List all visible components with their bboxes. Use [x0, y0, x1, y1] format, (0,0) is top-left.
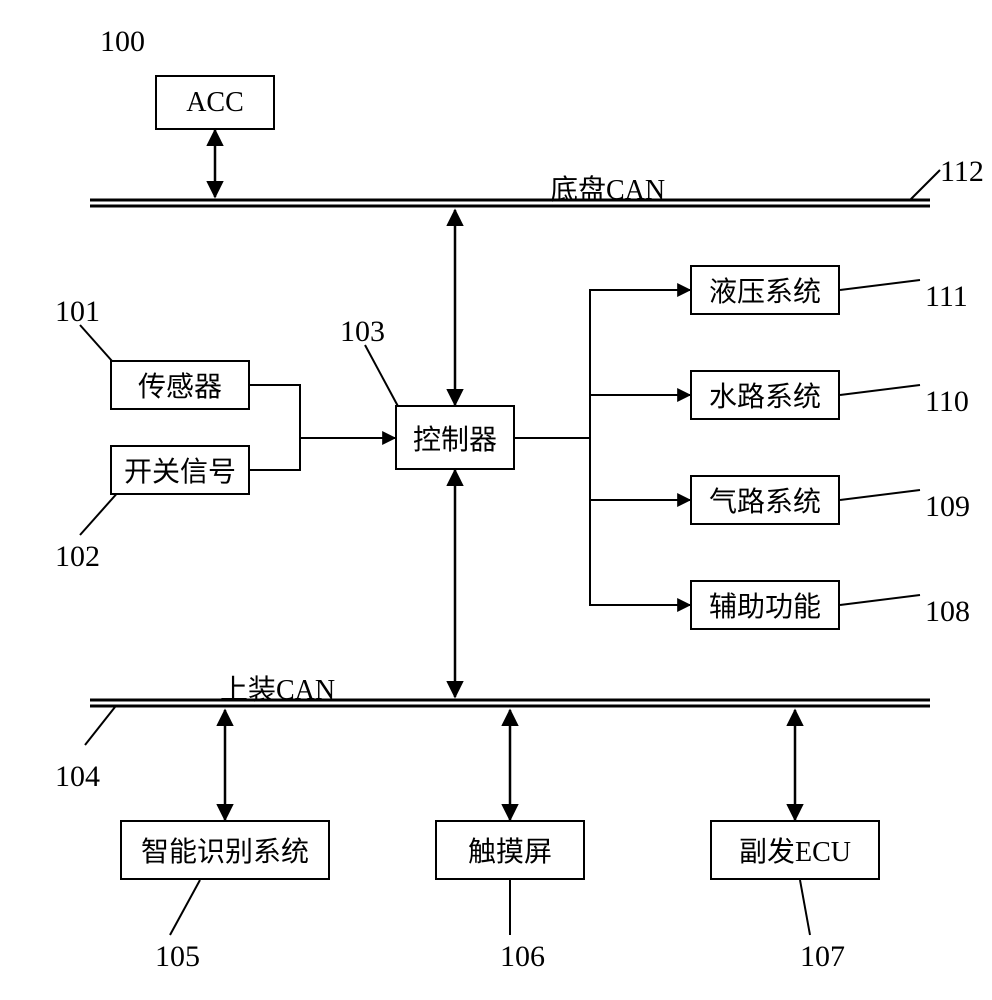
ref-102: 102: [55, 540, 100, 574]
ref-110: 110: [925, 385, 969, 419]
node-label-sensor: 传感器: [138, 365, 222, 405]
ref-104: 104: [55, 760, 100, 794]
node-label-hydraulic: 液压系统: [709, 270, 821, 310]
bus-label-bus_top: 底盘CAN: [550, 168, 665, 208]
node-hydraulic: 液压系统: [690, 265, 840, 315]
ref-103: 103: [340, 315, 385, 349]
ref-106: 106: [500, 940, 545, 974]
node-label-acc: ACC: [186, 87, 244, 119]
node-acc: ACC: [155, 75, 275, 130]
node-label-ecu: 副发ECU: [739, 830, 851, 870]
node-label-aux: 辅助功能: [709, 585, 821, 625]
node-controller: 控制器: [395, 405, 515, 470]
node-aux: 辅助功能: [690, 580, 840, 630]
node-ecu: 副发ECU: [710, 820, 880, 880]
ref-112: 112: [940, 155, 984, 189]
node-water: 水路系统: [690, 370, 840, 420]
node-recog: 智能识别系统: [120, 820, 330, 880]
ref-107: 107: [800, 940, 845, 974]
node-sensor: 传感器: [110, 360, 250, 410]
ref-105: 105: [155, 940, 200, 974]
ref-101: 101: [55, 295, 100, 329]
node-label-water: 水路系统: [709, 375, 821, 415]
node-touch: 触摸屏: [435, 820, 585, 880]
node-label-air: 气路系统: [709, 480, 821, 520]
node-switch: 开关信号: [110, 445, 250, 495]
node-label-switch: 开关信号: [124, 450, 236, 490]
node-label-touch: 触摸屏: [468, 830, 552, 870]
ref-109: 109: [925, 490, 970, 524]
node-air: 气路系统: [690, 475, 840, 525]
bus-label-bus_bottom: 上装CAN: [220, 668, 335, 708]
node-label-controller: 控制器: [413, 418, 497, 458]
node-label-recog: 智能识别系统: [141, 830, 309, 870]
ref-100: 100: [100, 25, 145, 59]
ref-111: 111: [925, 280, 968, 314]
ref-108: 108: [925, 595, 970, 629]
